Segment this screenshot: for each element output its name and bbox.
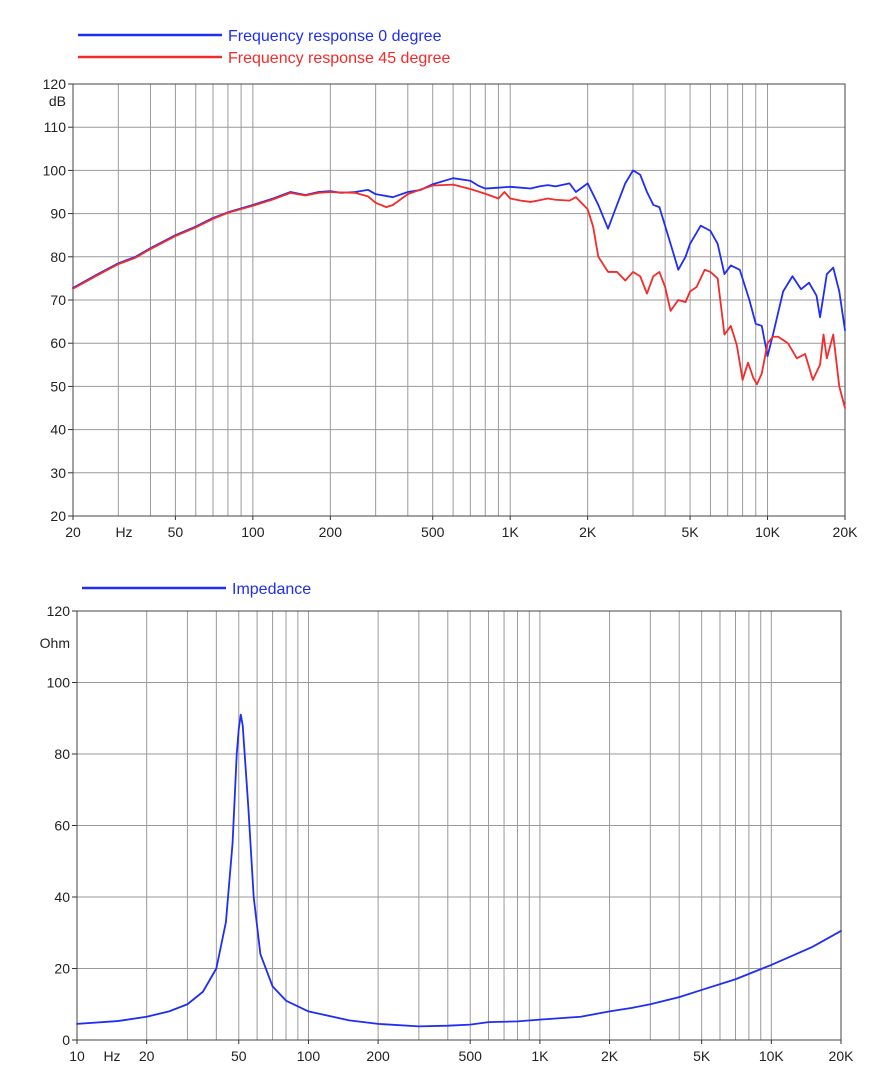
y-tick-label: 110	[44, 119, 67, 135]
x-tick-label: 1K	[502, 524, 520, 540]
x-tick-label: 5K	[693, 1048, 711, 1064]
x-tick-label: 200	[366, 1048, 390, 1064]
y-axis-label: Ohm	[40, 635, 70, 651]
x-tick-labels: 10 20 50 100 200 500 1K 2K 5K 10K 20K	[69, 1040, 854, 1064]
legend-label: Frequency response 45 degree	[228, 50, 450, 67]
impedance-chart: 0 20 40 60 80 100 120 10 20 50 100 200 500 1K 2K 5K 10K 2…	[40, 581, 854, 1064]
x-tick-label: 50	[168, 524, 184, 540]
x-tick-label: 20K	[829, 1048, 855, 1064]
x-tick-label: 10K	[755, 524, 781, 540]
y-tick-label: 60	[54, 818, 70, 834]
x-tick-label: 2K	[579, 524, 597, 540]
y-tick-label: 90	[50, 206, 66, 222]
x-tick-label: 50	[231, 1048, 247, 1064]
x-tick-label: 100	[241, 524, 265, 540]
y-tick-label: 50	[50, 378, 66, 394]
y-tick-label: 120	[43, 76, 67, 92]
y-tick-label: 120	[47, 603, 71, 619]
x-unit-label: Hz	[115, 524, 132, 540]
x-tick-labels: 20 50 100 200 500 1K 2K 5K 10K 20K	[65, 516, 858, 540]
y-tick-label: 100	[43, 162, 67, 178]
y-tick-label: 20	[54, 961, 70, 977]
x-tick-label: 20K	[833, 524, 859, 540]
y-tick-label: 0	[62, 1032, 70, 1048]
y-tick-label: 70	[50, 292, 66, 308]
y-tick-label: 60	[50, 335, 66, 351]
x-tick-label: 5K	[682, 524, 700, 540]
legend-label: Frequency response 0 degree	[228, 28, 442, 45]
y-tick-label: 30	[50, 465, 66, 481]
x-tick-label: 100	[297, 1048, 321, 1064]
plot-frame	[76, 610, 842, 1041]
x-tick-label: 10K	[759, 1048, 785, 1064]
x-tick-label: 10	[69, 1048, 85, 1064]
frequency-response-chart: 20 30 40 50 60 70 80 90 100 110 120 20 50 100 200 500 1K…	[43, 28, 858, 540]
x-tick-label: 500	[421, 524, 445, 540]
x-unit-label: Hz	[103, 1048, 120, 1064]
y-tick-label: 80	[50, 249, 66, 265]
x-tick-label: 500	[459, 1048, 483, 1064]
series-line-a	[76, 713, 842, 1028]
x-tick-label: 200	[319, 524, 343, 540]
x-tick-label: 20	[139, 1048, 155, 1064]
x-tick-label: 2K	[601, 1048, 619, 1064]
x-tick-label: 20	[65, 524, 81, 540]
y-axis-label: dB	[49, 93, 66, 109]
y-tick-label: 40	[54, 889, 70, 905]
plot-frame	[72, 83, 846, 517]
y-tick-label: 100	[47, 675, 71, 691]
x-tick-label: 1K	[531, 1048, 549, 1064]
legend-label: Impedance	[232, 581, 311, 598]
y-tick-label: 40	[50, 422, 66, 438]
y-tick-label: 80	[54, 746, 70, 762]
y-tick-label: 20	[50, 508, 66, 524]
series-line-b	[72, 183, 846, 409]
